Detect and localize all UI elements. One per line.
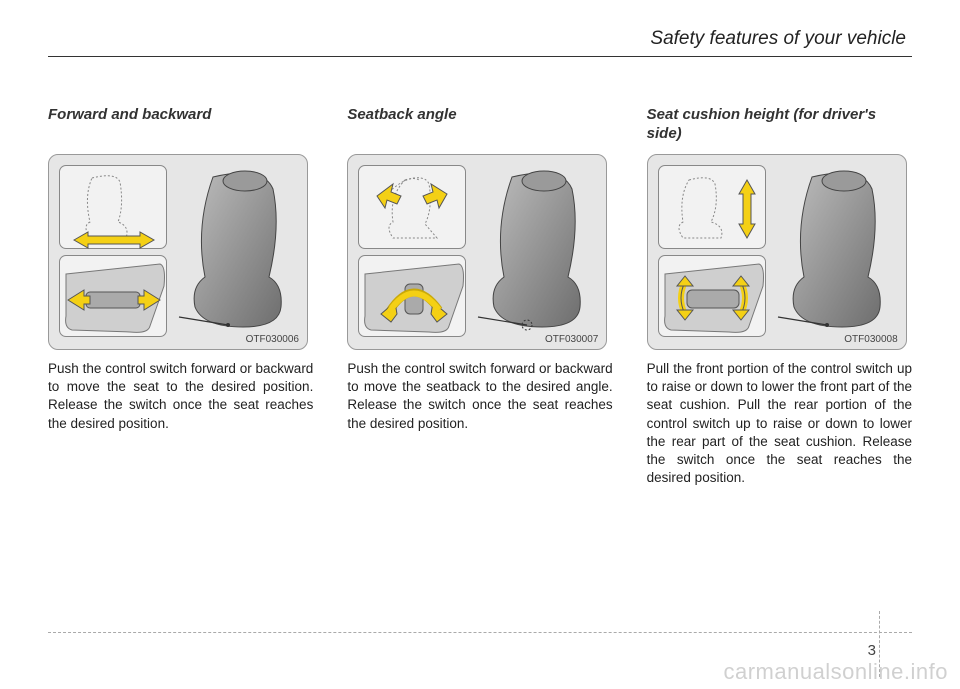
- page-number: 7: [0, 0, 896, 659]
- manual-page: Safety features of your vehicle Forward …: [0, 0, 960, 689]
- watermark: carmanualsonline.info: [723, 659, 948, 685]
